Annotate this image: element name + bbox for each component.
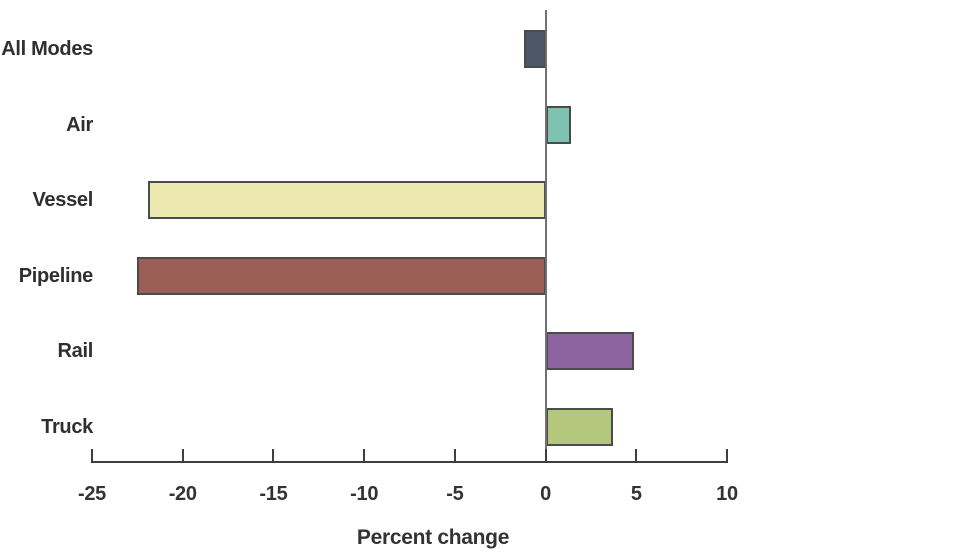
bar-vessel — [148, 181, 546, 220]
x-tick-label: -5 — [446, 483, 464, 505]
x-tick — [272, 449, 275, 461]
bar-pipeline — [137, 256, 546, 295]
category-label-pipeline: Pipeline — [18, 264, 94, 287]
x-tick-label: -25 — [77, 483, 107, 505]
category-label-truck: Truck — [41, 416, 93, 438]
x-tick — [181, 449, 184, 461]
x-tick-label: -15 — [259, 483, 288, 505]
x-tick-label: 0 — [540, 483, 551, 505]
x-tick — [726, 449, 728, 461]
x-tick — [363, 449, 366, 461]
category-label-air: Air — [66, 113, 93, 136]
x-tick — [635, 449, 638, 461]
bar-air — [545, 105, 571, 144]
x-tick-label: 10 — [716, 483, 738, 505]
bar-rail — [545, 332, 635, 371]
x-tick-label: 5 — [630, 483, 642, 505]
bar-truck — [545, 408, 613, 446]
category-label-rail: Rail — [57, 340, 94, 363]
zero-baseline-line — [544, 10, 547, 463]
x-tick — [453, 449, 456, 461]
category-label-vessel: Vessel — [32, 189, 94, 212]
x-tick — [91, 449, 93, 461]
x-tick-label: -10 — [350, 483, 379, 505]
bar-all-modes — [523, 30, 546, 68]
x-tick — [544, 449, 547, 461]
x-tick-label: -20 — [168, 483, 197, 505]
x-axis-line — [91, 461, 728, 463]
x-axis-title: Percent change — [356, 526, 510, 549]
category-label-all-modes: All Modes — [1, 38, 93, 60]
